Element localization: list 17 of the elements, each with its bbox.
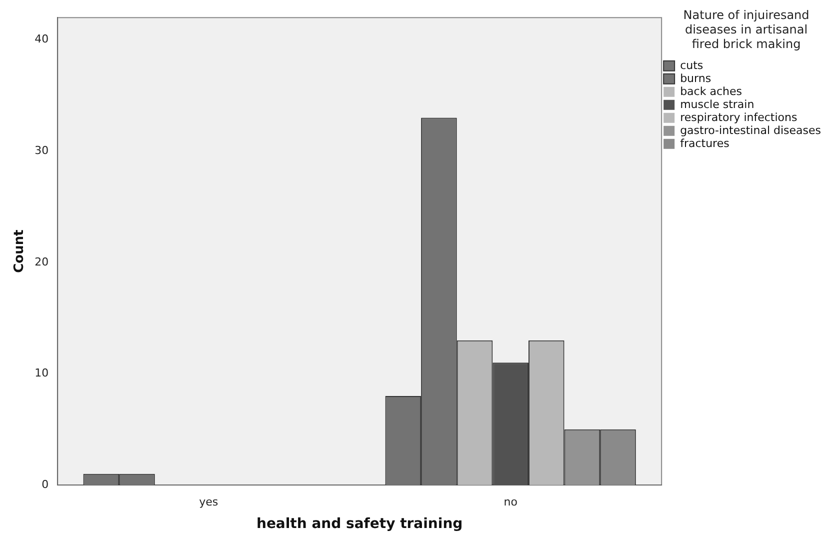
y-tick-label: 10 bbox=[34, 366, 49, 380]
y-axis-title: Count bbox=[12, 230, 28, 273]
x-tick-label: yes bbox=[199, 495, 218, 508]
y-tick-label: 20 bbox=[34, 255, 49, 268]
legend-label: respiratory infections bbox=[680, 110, 798, 124]
legend-title: Nature of injuiresand diseases in artisanal fired brick making bbox=[683, 8, 810, 51]
legend-label: cuts bbox=[680, 58, 704, 72]
legend-label: burns bbox=[680, 72, 712, 85]
legend-label: gastro-intestinal diseases bbox=[680, 124, 822, 137]
legend-label: muscle strain bbox=[680, 98, 754, 111]
legend-label: fractures bbox=[680, 136, 730, 150]
y-tick-label: 40 bbox=[34, 32, 49, 46]
x-tick-label: no bbox=[504, 495, 518, 508]
x-axis-title: health and safety training bbox=[256, 516, 463, 532]
y-tick-label: 30 bbox=[34, 144, 49, 157]
y-tick-label: 0 bbox=[42, 478, 49, 491]
legend-label: back aches bbox=[680, 84, 742, 98]
